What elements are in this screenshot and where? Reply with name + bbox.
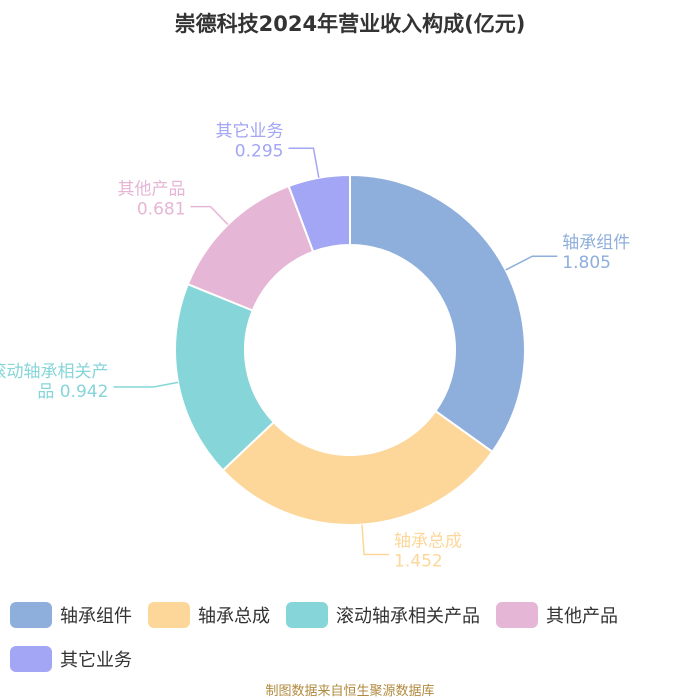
slice-1[interactable] <box>349 173 526 454</box>
legend-label: 滚动轴承相关产品 <box>336 606 480 627</box>
slices <box>174 173 526 526</box>
legend-label: 轴承组件 <box>60 606 132 627</box>
leader-line-2 <box>361 524 390 556</box>
legend-swatch <box>10 646 52 672</box>
legend-item-2[interactable]: 轴承总成 <box>148 600 270 630</box>
legend-swatch <box>286 602 328 628</box>
leader-line-3 <box>113 381 179 388</box>
slice-2[interactable] <box>221 409 494 526</box>
slice-label-3: 滚动轴承相关产品 0.942 <box>0 362 108 402</box>
legend-swatch <box>10 602 52 628</box>
leader-line-5 <box>288 147 320 178</box>
leader-line-1 <box>505 255 558 271</box>
slice-label-5: 其它业务 0.295 <box>215 121 283 161</box>
legend-item-3[interactable]: 滚动轴承相关产品 <box>286 600 480 630</box>
slice-labels: 轴承组件 1.805 轴承总成 1.452 滚动轴承相关产品 0.942 其他产品 0.68… <box>0 121 630 571</box>
legend-item-1[interactable]: 轴承组件 <box>10 600 132 630</box>
legend-label: 轴承总成 <box>198 606 270 627</box>
legend-swatch <box>148 602 190 628</box>
slice-4[interactable] <box>186 184 315 312</box>
slice-label-4: 其他产品 0.681 <box>118 180 186 220</box>
legend-swatch <box>496 602 538 628</box>
data-source-note: 制图数据来自恒生聚源数据库 <box>265 684 435 699</box>
legend: 轴承组件 轴承总成 滚动轴承相关产品 其他产品其它业务 <box>10 600 700 674</box>
donut-chart: 轴承组件 1.805 轴承总成 1.452 滚动轴承相关产品 0.942 其他产品 0.68… <box>0 121 630 571</box>
legend-item-4[interactable]: 其他产品 <box>496 600 618 630</box>
slice-label-1: 轴承组件 1.805 <box>562 233 630 273</box>
legend-label: 其它业务 <box>60 650 132 671</box>
legend-item-5[interactable]: 其它业务 <box>10 644 132 674</box>
chart-title: 崇德科技2024年营业收入构成(亿元) <box>174 12 526 36</box>
slice-label-2: 轴承总成 1.452 <box>394 532 462 572</box>
leader-line-4 <box>190 205 229 226</box>
slice-5[interactable] <box>287 173 351 253</box>
legend-label: 其他产品 <box>546 606 618 627</box>
